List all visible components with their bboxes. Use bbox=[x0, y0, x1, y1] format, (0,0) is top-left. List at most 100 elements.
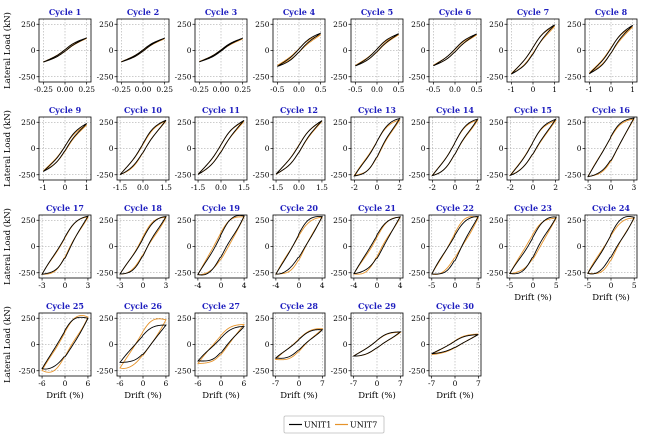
y-tick-label: 250 bbox=[489, 216, 504, 225]
x-tick-label: 0.25 bbox=[78, 85, 95, 94]
y-tick-label: -250 bbox=[19, 366, 36, 375]
y-tick-label: 0 bbox=[109, 340, 114, 349]
y-tick-label: 0 bbox=[343, 340, 348, 349]
y-axis-label: Lateral Load (kN) bbox=[2, 110, 13, 187]
y-tick-label: -250 bbox=[19, 268, 36, 277]
x-tick-label: 0 bbox=[375, 281, 380, 290]
y-tick-label: -250 bbox=[331, 170, 348, 179]
unit1-curve bbox=[119, 324, 167, 363]
unit1-curve bbox=[431, 118, 479, 177]
y-tick-label: -250 bbox=[487, 72, 504, 81]
y-axis-label: Lateral Load (kN) bbox=[2, 208, 13, 285]
y-tick-label: 250 bbox=[21, 118, 36, 127]
y-tick-label: -250 bbox=[487, 268, 504, 277]
unit1-curve bbox=[274, 329, 324, 359]
panel-title: Cycle 4 bbox=[283, 7, 316, 17]
x-tick-label: -1.5 bbox=[191, 183, 206, 192]
panel-cycle-24: Cycle 24 -5 0 5 -250 0 250 Drift (%) bbox=[565, 203, 638, 303]
y-tick-label: 0 bbox=[31, 242, 36, 251]
panel-title: Cycle 19 bbox=[202, 203, 240, 213]
x-tick-label: 5 bbox=[476, 281, 481, 290]
y-tick-label: 0 bbox=[187, 340, 192, 349]
panel-title: Cycle 14 bbox=[436, 105, 474, 115]
panel-cycle-11: Cycle 11 -1.5 0.0 1.5 -250 0 250 bbox=[175, 105, 250, 192]
x-tick-label: 0 bbox=[453, 281, 458, 290]
unit1-curve bbox=[352, 331, 402, 357]
x-tick-label: -4 bbox=[194, 281, 202, 290]
panel-cycle-6: Cycle 6 -0.5 0.0 0.5 -250 0 250 bbox=[409, 7, 483, 94]
unit1-curve bbox=[41, 215, 89, 275]
x-tick-label: 0 bbox=[297, 281, 302, 290]
y-tick-label: -250 bbox=[253, 366, 270, 375]
y-tick-label: 250 bbox=[255, 118, 270, 127]
y-tick-label: 250 bbox=[177, 118, 192, 127]
unit1-curve bbox=[43, 123, 87, 172]
y-tick-label: 250 bbox=[567, 118, 582, 127]
panel-cycle-7: Cycle 7 -1 0 1 -250 0 250 bbox=[487, 7, 560, 94]
x-tick-label: 1 bbox=[552, 85, 557, 94]
panel-title: Cycle 28 bbox=[280, 301, 318, 311]
unit1-curve bbox=[197, 326, 245, 362]
x-tick-label: 1.5 bbox=[238, 183, 250, 192]
y-tick-label: 250 bbox=[177, 216, 192, 225]
x-tick-label: -4 bbox=[272, 281, 280, 290]
x-tick-label: -1.5 bbox=[113, 183, 128, 192]
x-tick-label: 3 bbox=[632, 183, 637, 192]
y-tick-label: 250 bbox=[21, 216, 36, 225]
y-tick-label: 250 bbox=[489, 118, 504, 127]
panel-title: Cycle 16 bbox=[592, 105, 630, 115]
y-tick-label: 0 bbox=[265, 46, 270, 55]
x-tick-label: -2 bbox=[351, 183, 359, 192]
y-tick-label: 250 bbox=[99, 314, 114, 323]
panel-title: Cycle 9 bbox=[49, 105, 82, 115]
x-tick-label: 0 bbox=[531, 183, 536, 192]
y-tick-label: -250 bbox=[565, 170, 582, 179]
x-tick-label: 0 bbox=[531, 281, 536, 290]
y-tick-label: 0 bbox=[499, 242, 504, 251]
x-tick-label: 0 bbox=[609, 183, 614, 192]
y-tick-label: 250 bbox=[255, 20, 270, 29]
x-tick-label: -3 bbox=[38, 281, 46, 290]
x-tick-label: 0 bbox=[63, 379, 68, 388]
panel-cycle-23: Cycle 23 -5 0 5 -250 0 250 Drift (%) bbox=[487, 203, 560, 303]
x-tick-label: -5 bbox=[506, 281, 514, 290]
panel-cycle-1: Cycle 1 -0.25 0.00 0.25 -250 0 250 Lateral Load… bbox=[2, 7, 95, 94]
unit1-curve bbox=[589, 24, 633, 75]
unit1-curve bbox=[433, 33, 477, 67]
y-tick-label: 250 bbox=[177, 20, 192, 29]
x-tick-label: 3 bbox=[86, 281, 91, 290]
x-tick-label: -0.25 bbox=[190, 85, 209, 94]
panel-cycle-3: Cycle 3 -0.25 0.00 0.25 -250 0 250 bbox=[175, 7, 252, 94]
panel-cycle-12: Cycle 12 -1.5 0.0 1.5 -250 0 250 bbox=[253, 105, 328, 192]
x-tick-label: 7 bbox=[476, 379, 481, 388]
x-tick-label: 2 bbox=[553, 183, 558, 192]
y-tick-label: -250 bbox=[331, 72, 348, 81]
y-tick-label: -250 bbox=[409, 170, 426, 179]
x-tick-label: 0 bbox=[219, 379, 224, 388]
y-tick-label: -250 bbox=[565, 72, 582, 81]
y-tick-label: 0 bbox=[31, 340, 36, 349]
legend-label-unit7: UNIT7 bbox=[350, 421, 377, 430]
x-tick-label: 6 bbox=[164, 379, 169, 388]
unit1-curve bbox=[431, 334, 479, 355]
y-tick-label: 250 bbox=[99, 216, 114, 225]
y-tick-label: -250 bbox=[175, 170, 192, 179]
y-tick-label: 250 bbox=[567, 216, 582, 225]
panel-title: Cycle 23 bbox=[514, 203, 552, 213]
x-tick-label: 0.00 bbox=[135, 85, 152, 94]
x-tick-label: 0.0 bbox=[137, 183, 149, 192]
y-tick-label: -250 bbox=[175, 72, 192, 81]
panel-cycle-10: Cycle 10 -1.5 0.0 1.5 -250 0 250 bbox=[97, 105, 172, 192]
x-tick-label: 7 bbox=[398, 379, 403, 388]
y-tick-label: 250 bbox=[255, 314, 270, 323]
y-tick-label: 250 bbox=[567, 20, 582, 29]
panel-cycle-20: Cycle 20 -4 0 4 -250 0 250 bbox=[253, 203, 326, 290]
x-tick-label: 0 bbox=[63, 281, 68, 290]
x-tick-label: 1 bbox=[84, 183, 89, 192]
y-tick-label: -250 bbox=[409, 72, 426, 81]
y-tick-label: 0 bbox=[343, 46, 348, 55]
x-tick-label: -7 bbox=[350, 379, 358, 388]
y-tick-label: 0 bbox=[499, 144, 504, 153]
x-tick-label: 0.0 bbox=[293, 183, 305, 192]
